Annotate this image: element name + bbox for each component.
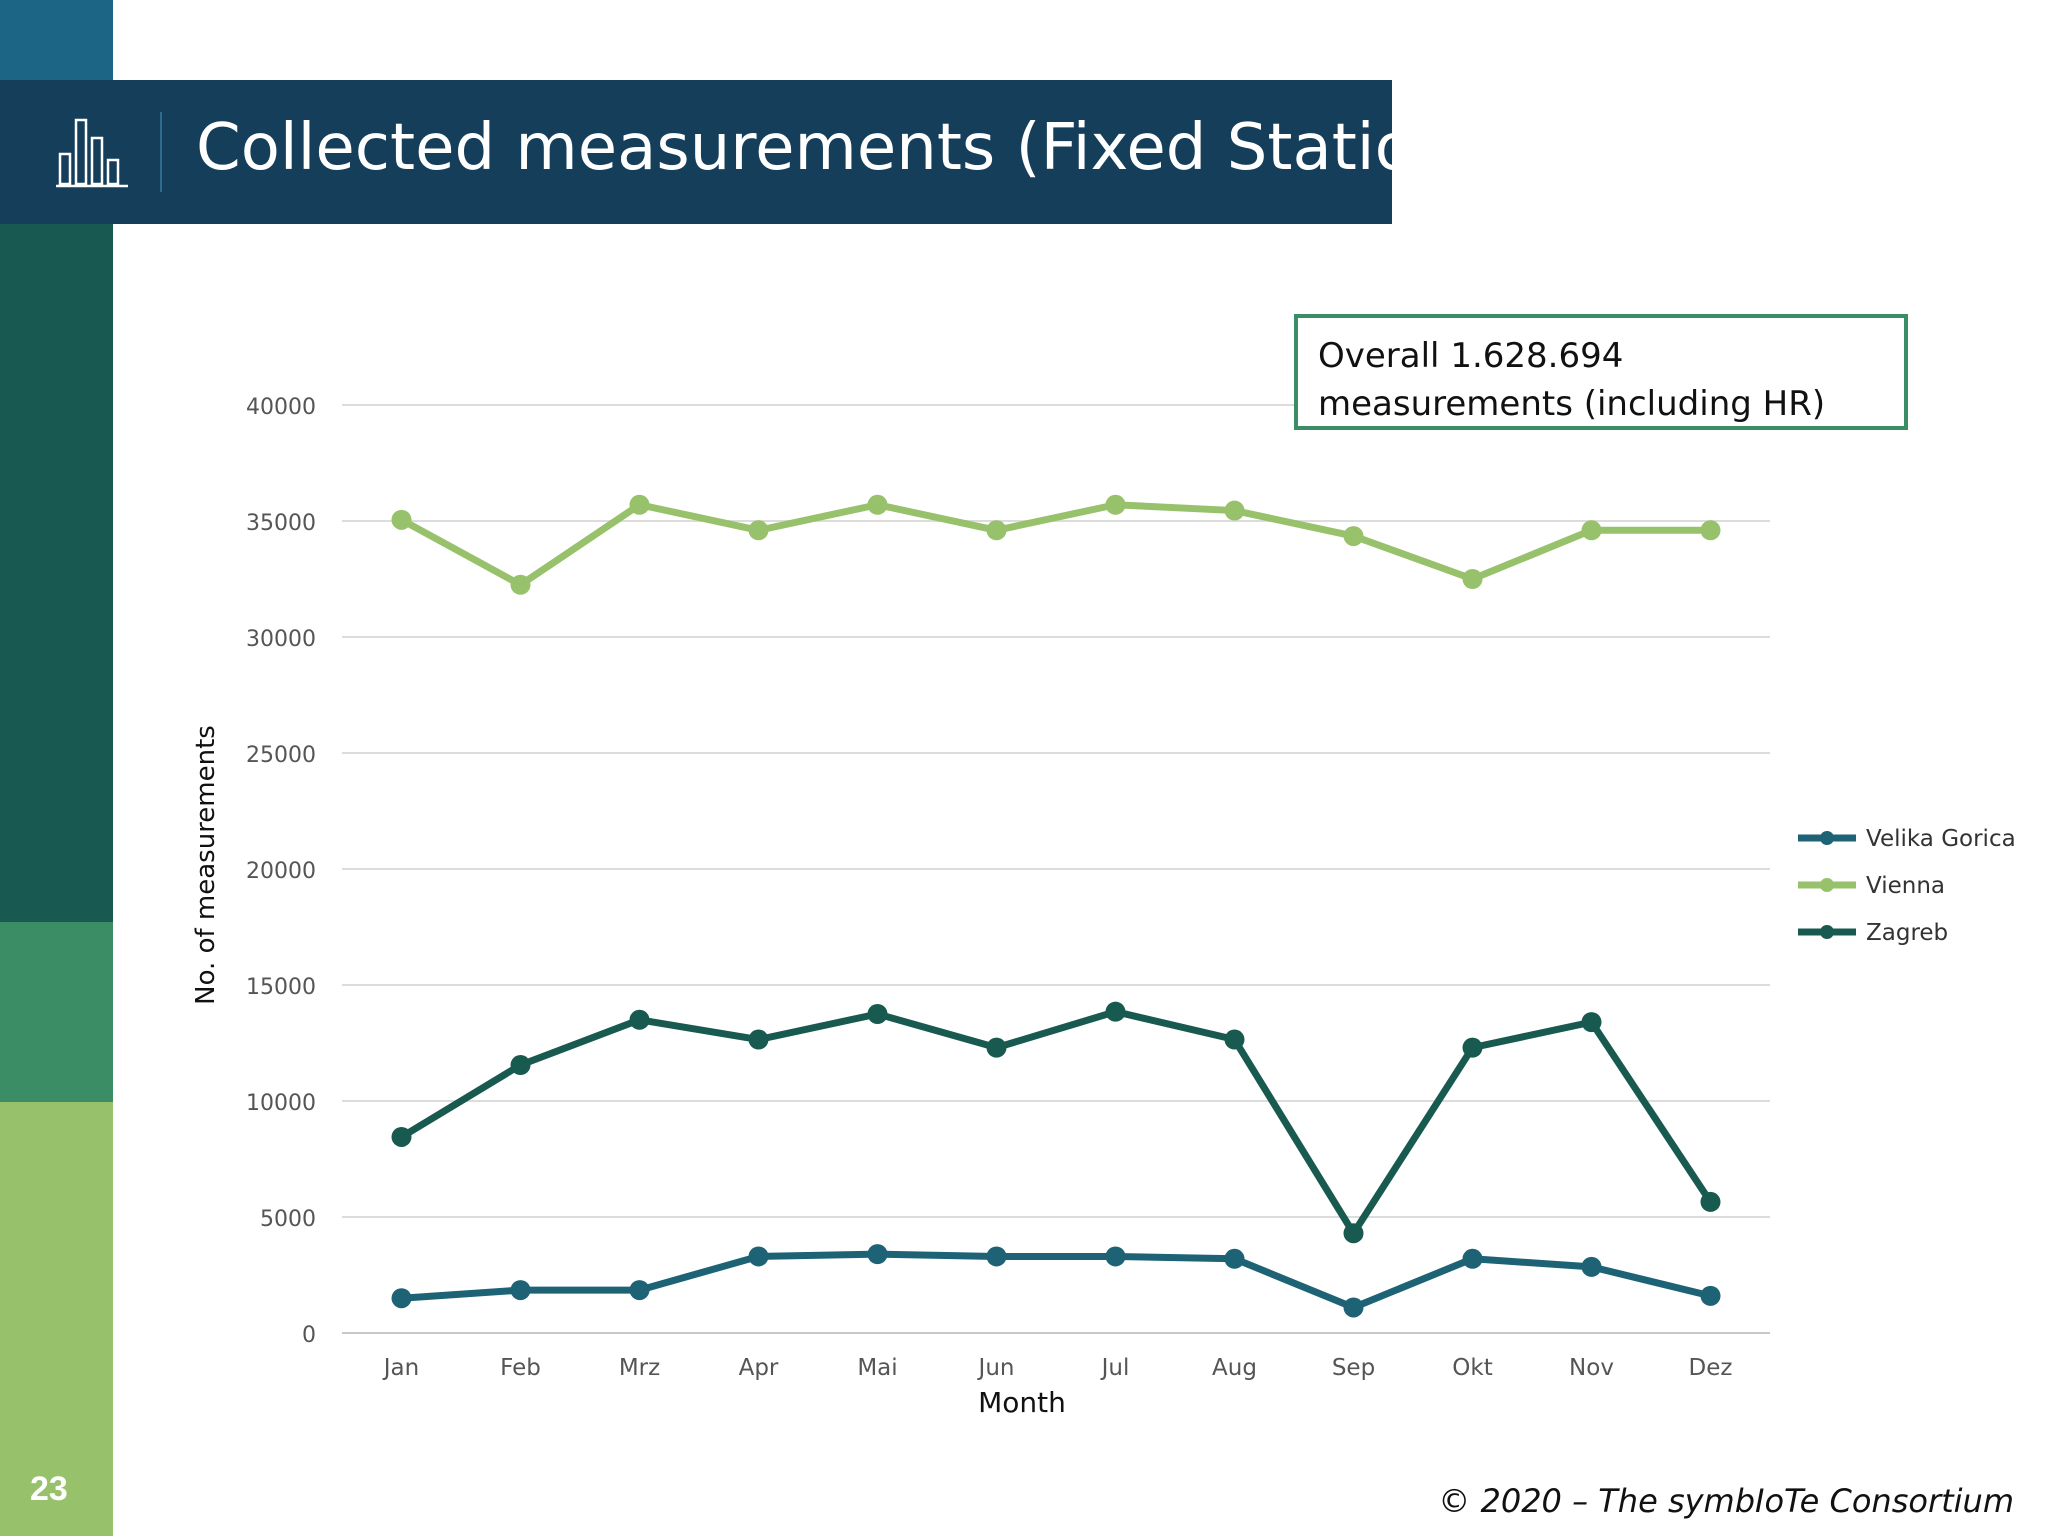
total-measurements-note: Overall 1.628.694 measurements (includin… — [1294, 314, 1908, 430]
x-tick-label: Apr — [739, 1355, 779, 1381]
y-tick-label: 20000 — [246, 859, 316, 884]
copyright-footer: © 2020 – The symbIoTe Consortium — [1438, 1482, 2014, 1520]
x-tick-label: Dez — [1689, 1355, 1733, 1381]
series-line — [399, 501, 1711, 589]
y-tick-label: 5000 — [260, 1207, 316, 1232]
data-point — [1700, 1191, 1721, 1212]
data-point — [1105, 1001, 1126, 1022]
sidebar-band-teal — [0, 224, 113, 922]
data-point — [510, 1280, 531, 1301]
x-tick-label: Sep — [1332, 1355, 1375, 1381]
data-point — [1581, 1012, 1602, 1033]
page-title: Collected measurements (Fixed Stations) — [196, 111, 1513, 185]
series-velika-gorica — [391, 1244, 1721, 1318]
x-tick-label: Mrz — [619, 1355, 660, 1381]
data-point — [1343, 1297, 1364, 1318]
legend-item: Zagreb — [1798, 920, 1948, 946]
data-point — [629, 1009, 650, 1030]
sidebar-band-light-green — [0, 1102, 113, 1536]
y-tick-label: 10000 — [246, 1091, 316, 1116]
data-point — [1224, 500, 1245, 521]
sidebar-band-green — [0, 922, 113, 1102]
x-axis-label: Month — [978, 1386, 1066, 1419]
data-point — [867, 494, 888, 515]
legend-label: Zagreb — [1866, 920, 1948, 946]
x-tick-label: Jul — [1100, 1355, 1130, 1381]
page-number: 23 — [30, 1470, 68, 1508]
data-point — [867, 1244, 888, 1265]
data-point — [1700, 520, 1721, 541]
data-point — [1462, 1037, 1483, 1058]
data-point — [510, 574, 531, 595]
data-point — [986, 520, 1007, 541]
series-zagreb — [391, 1001, 1721, 1244]
x-axis-ticks: Jan Feb Mrz Apr Mai Jun Jul Aug Sep Okt Nov Dez — [382, 1355, 1733, 1381]
bar-chart-icon — [56, 118, 128, 188]
chart-series — [391, 494, 1721, 1318]
data-point — [391, 509, 412, 530]
data-point — [1581, 520, 1602, 541]
y-tick-label: 15000 — [246, 975, 316, 1000]
data-point — [629, 1280, 650, 1301]
legend-marker — [1820, 878, 1834, 892]
y-tick-label: 25000 — [246, 743, 316, 768]
data-point — [748, 1029, 769, 1050]
y-axis-label: No. of measurements — [191, 725, 221, 1005]
x-tick-label: Jan — [382, 1355, 419, 1381]
data-point — [1462, 569, 1483, 589]
chart-legend: Velika Gorica Vienna Zagreb — [1798, 826, 2016, 946]
data-point — [748, 520, 769, 541]
x-tick-label: Nov — [1569, 1355, 1614, 1381]
data-point — [1581, 1256, 1602, 1277]
title-separator — [160, 112, 162, 192]
legend-item: Velika Gorica — [1798, 826, 2016, 852]
data-point — [1105, 494, 1126, 515]
legend-label: Vienna — [1866, 873, 1945, 899]
data-point — [1105, 1246, 1126, 1267]
series-line — [399, 1008, 1714, 1237]
data-point — [867, 1004, 888, 1024]
data-point — [1700, 1285, 1721, 1306]
data-point — [986, 1246, 1007, 1267]
data-point — [986, 1037, 1007, 1058]
data-point — [391, 1288, 412, 1309]
data-point — [1343, 526, 1364, 547]
series-line — [401, 1250, 1712, 1311]
legend-marker — [1820, 925, 1834, 939]
series-vienna — [391, 494, 1721, 595]
y-tick-label: 30000 — [246, 627, 316, 652]
legend-label: Velika Gorica — [1866, 826, 2016, 852]
y-tick-label: 40000 — [246, 395, 316, 420]
x-tick-label: Jun — [977, 1355, 1015, 1381]
legend-marker — [1820, 831, 1834, 845]
data-point — [748, 1246, 769, 1267]
data-point — [1224, 1248, 1245, 1269]
data-point — [1224, 1029, 1245, 1050]
title-bar — [0, 80, 1392, 224]
legend-item: Vienna — [1798, 873, 1945, 899]
x-tick-label: Mai — [857, 1355, 897, 1381]
y-tick-label: 0 — [302, 1323, 316, 1348]
y-axis-ticks: 0 5000 10000 15000 20000 25000 30000 35000 40000 — [246, 395, 316, 1348]
y-tick-label: 35000 — [246, 511, 316, 536]
data-point — [1343, 1223, 1364, 1244]
x-tick-label: Okt — [1452, 1355, 1492, 1381]
data-point — [391, 1126, 412, 1147]
data-point — [629, 494, 650, 515]
sidebar-band-blue — [0, 0, 113, 80]
x-tick-label: Feb — [500, 1355, 541, 1381]
data-point — [510, 1055, 531, 1076]
data-point — [1462, 1248, 1483, 1269]
x-tick-label: Aug — [1212, 1355, 1257, 1381]
